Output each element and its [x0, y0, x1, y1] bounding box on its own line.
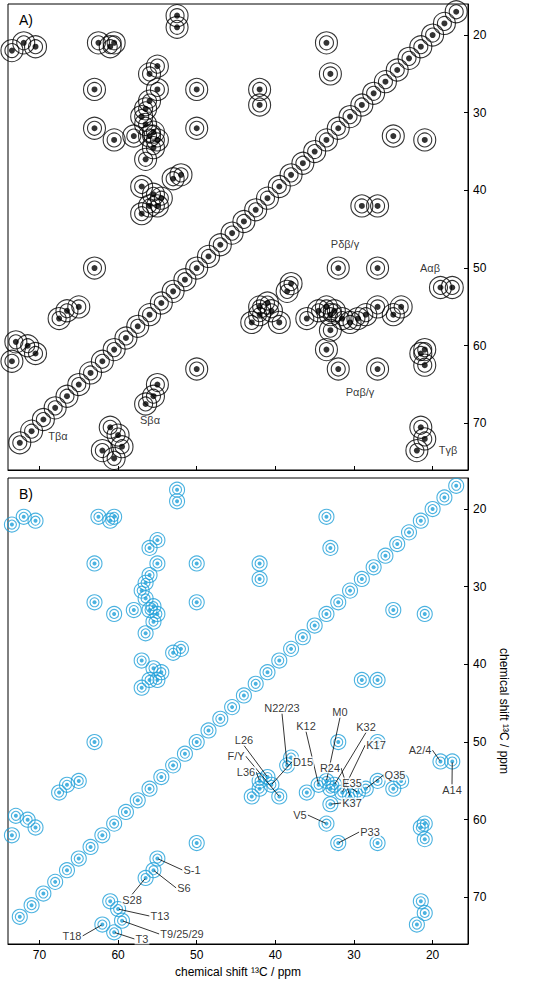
svg-text:60: 60: [473, 339, 487, 353]
svg-text:Q35: Q35: [385, 769, 406, 781]
svg-text:K37: K37: [342, 797, 362, 809]
svg-text:P33: P33: [360, 826, 380, 838]
svg-text:T13: T13: [151, 910, 170, 922]
svg-text:60: 60: [473, 813, 487, 827]
svg-text:70: 70: [473, 890, 487, 904]
svg-text:50: 50: [190, 948, 204, 962]
svg-text:L26: L26: [235, 734, 253, 746]
svg-text:70: 70: [473, 416, 487, 430]
svg-text:R24: R24: [320, 762, 340, 774]
svg-text:chemical shift ¹³C / ppm: chemical shift ¹³C / ppm: [497, 648, 511, 774]
svg-text:F/Y: F/Y: [227, 750, 245, 762]
svg-text:B): B): [19, 486, 33, 502]
svg-text:20: 20: [426, 948, 440, 962]
svg-text:T9/25/29: T9/25/29: [160, 928, 203, 940]
svg-text:M0: M0: [332, 706, 347, 718]
svg-text:S28: S28: [122, 894, 142, 906]
svg-text:K12: K12: [296, 720, 316, 732]
svg-text:40: 40: [269, 948, 283, 962]
svg-text:50: 50: [473, 261, 487, 275]
svg-text:30: 30: [473, 580, 487, 594]
svg-text:20: 20: [473, 502, 487, 516]
svg-text:K32: K32: [356, 721, 376, 733]
svg-text:Sβα: Sβα: [140, 414, 161, 426]
svg-text:30: 30: [347, 948, 361, 962]
svg-text:chemical shift ¹³C / ppm: chemical shift ¹³C / ppm: [175, 965, 301, 979]
svg-text:V5: V5: [293, 809, 306, 821]
svg-text:40: 40: [473, 183, 487, 197]
svg-text:40: 40: [473, 657, 487, 671]
svg-text:50: 50: [473, 735, 487, 749]
svg-text:70: 70: [33, 948, 47, 962]
svg-text:E35: E35: [342, 777, 362, 789]
svg-text:L36: L36: [237, 766, 255, 778]
svg-text:T3: T3: [136, 933, 149, 945]
svg-text:S6: S6: [177, 882, 190, 894]
svg-text:N22/23: N22/23: [264, 702, 299, 714]
svg-text:20: 20: [473, 28, 487, 42]
svg-text:S-1: S-1: [183, 864, 200, 876]
svg-text:60: 60: [111, 948, 125, 962]
svg-text:Pδβ/γ: Pδβ/γ: [331, 238, 360, 250]
svg-text:K17: K17: [366, 739, 386, 751]
svg-text:Tβα: Tβα: [48, 430, 68, 442]
svg-text:30: 30: [473, 106, 487, 120]
svg-text:Aαβ: Aαβ: [420, 262, 440, 274]
svg-text:A): A): [19, 12, 33, 28]
svg-text:Pαβ/γ: Pαβ/γ: [346, 386, 375, 398]
svg-text:A2/4: A2/4: [409, 744, 432, 756]
svg-text:D15: D15: [293, 756, 313, 768]
svg-text:Tγβ: Tγβ: [439, 444, 458, 456]
svg-text:A14: A14: [442, 784, 462, 796]
svg-text:T18: T18: [63, 930, 82, 942]
